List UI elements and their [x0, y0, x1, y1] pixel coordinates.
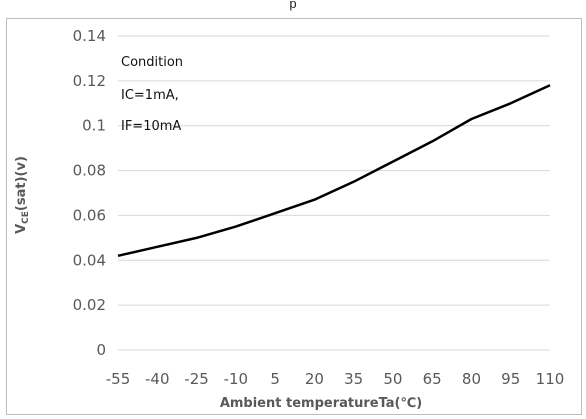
y-axis-title-main: V [14, 224, 29, 234]
y-tick-label: 0.08 [73, 162, 106, 180]
x-axis-title: Ambient temperatureTa(℃) [220, 396, 422, 411]
y-tick-label: 0.04 [73, 251, 106, 269]
chart-frame [6, 18, 582, 415]
y-tick-label: 0.06 [73, 206, 106, 224]
x-tick-label: 80 [462, 370, 481, 388]
top-text-fragment: p [289, 0, 297, 11]
x-tick-labels: -55 -40 -25 -10 5 20 35 50 65 80 95 110 [106, 370, 565, 388]
annotation-ic: IC=1mA, [121, 88, 179, 103]
y-axis-title: VCE(sat)(v) [14, 156, 31, 234]
y-tick-label: 0.14 [73, 27, 106, 45]
y-axis-title-subscript: CE [21, 211, 31, 224]
x-tick-label: 65 [423, 370, 442, 388]
y-tick-label: 0 [96, 341, 106, 359]
x-tick-label: -10 [224, 370, 249, 388]
x-tick-label: -40 [145, 370, 170, 388]
x-tick-label: 35 [344, 370, 363, 388]
y-axis-title-suffix: (sat)(v) [14, 156, 29, 211]
series-line-0 [117, 84, 551, 258]
x-tick-label: 20 [305, 370, 324, 388]
annotation-if: IF=10mA [121, 119, 181, 134]
x-tick-label: 50 [383, 370, 402, 388]
y-tick-label: 0.1 [82, 117, 106, 135]
x-tick-label: -55 [106, 370, 131, 388]
x-tick-label: 5 [270, 370, 280, 388]
x-tick-label: 110 [536, 370, 565, 388]
y-tick-labels: 0 0.02 0.04 0.06 0.08 0.1 0.12 0.14 [73, 27, 106, 359]
x-tick-label: 95 [501, 370, 520, 388]
y-tick-label: 0.02 [73, 296, 106, 314]
grid-lines [118, 35, 550, 351]
series-group [117, 84, 551, 258]
y-tick-label: 0.12 [73, 72, 106, 90]
x-tick-label: -25 [184, 370, 209, 388]
annotation-condition: Condition [121, 55, 183, 70]
